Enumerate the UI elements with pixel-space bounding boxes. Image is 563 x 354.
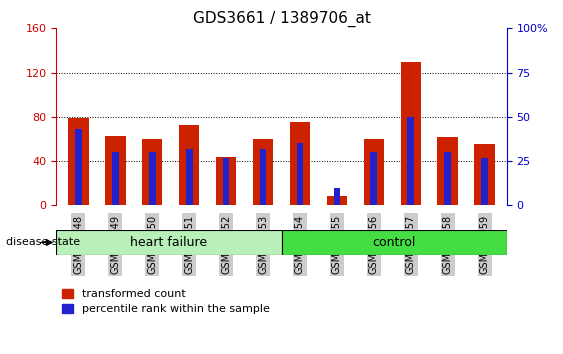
Bar [260,149,266,205]
Text: heart failure: heart failure [131,236,207,249]
Bar [408,117,414,205]
Legend: transformed count, percentile rank within the sample: transformed count, percentile rank withi… [62,289,270,314]
Bar [179,125,199,205]
Bar [437,137,458,205]
Bar [223,158,230,205]
Bar [290,122,310,205]
Bar [475,144,495,205]
Bar [105,136,126,205]
Bar [400,62,421,205]
Bar [364,139,384,205]
Bar [186,149,193,205]
Bar [56,230,282,255]
Bar [75,129,82,205]
Bar [216,156,236,205]
Text: control: control [372,236,416,249]
Bar [444,152,451,205]
Bar [481,158,488,205]
Bar [282,230,507,255]
Bar [112,152,119,205]
Bar [68,118,88,205]
Bar [370,152,377,205]
Bar [142,139,163,205]
Bar [297,143,303,205]
Bar [333,188,340,205]
Text: disease state: disease state [6,238,80,247]
Bar [149,152,155,205]
Title: GDS3661 / 1389706_at: GDS3661 / 1389706_at [193,11,370,27]
Bar [253,139,273,205]
Bar [327,196,347,205]
